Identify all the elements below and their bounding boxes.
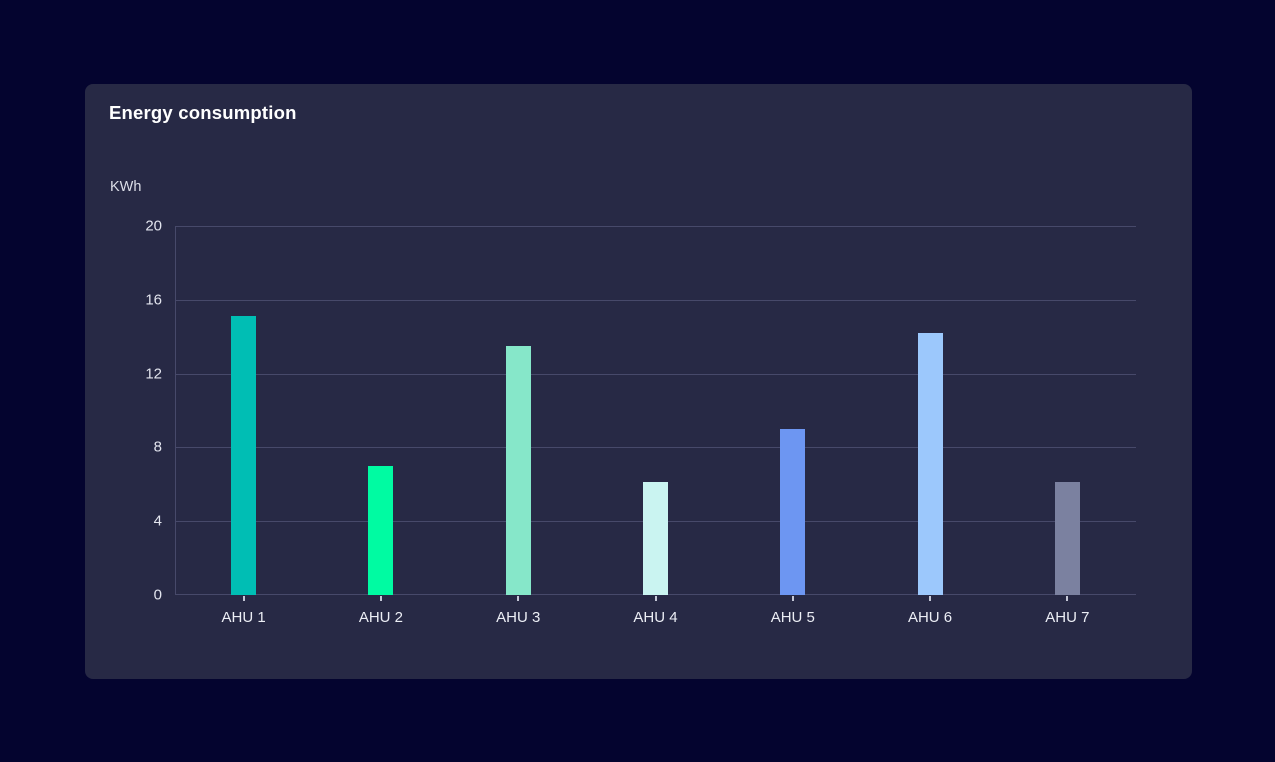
y-axis-label-0: 0: [153, 586, 162, 604]
x-axis-tick-2: [379, 596, 382, 601]
x-axis-label-4: AHU 4: [633, 609, 678, 626]
x-axis-label-1: AHU 1: [221, 609, 266, 626]
x-axis-label-7: AHU 7: [1045, 609, 1090, 626]
bar-ahu-3[interactable]: [505, 345, 531, 595]
x-axis-tick-6: [929, 596, 932, 601]
x-axis-label-3: AHU 3: [496, 609, 541, 626]
y-axis-label-12: 12: [145, 365, 162, 383]
bar-ahu-4[interactable]: [643, 482, 668, 595]
card-title: Energy consumption: [109, 102, 297, 123]
x-axis-label-5: AHU 5: [770, 609, 815, 626]
energy-consumption-card: Energy consumption KWh 0 4 8 12 16 20 AHU 1 AHU…: [85, 84, 1192, 679]
x-axis-label-6: AHU 6: [907, 609, 953, 626]
x-axis-tick-7: [1066, 596, 1069, 601]
y-axis-label-4: 4: [153, 512, 162, 530]
x-axis-tick-1: [242, 596, 245, 601]
gridline-y-20: [175, 226, 1136, 227]
x-axis-label-2: AHU 2: [358, 609, 404, 626]
y-axis-label-8: 8: [153, 438, 162, 456]
bar-ahu-1[interactable]: [231, 316, 257, 595]
bar-ahu-7[interactable]: [1054, 482, 1080, 595]
y-axis-label-16: 16: [145, 291, 162, 309]
x-axis-tick-4: [654, 596, 657, 601]
gridline-y-12: [175, 373, 1136, 375]
x-axis-tick-5: [791, 596, 794, 601]
gridline-y-16: [175, 299, 1136, 301]
bar-ahu-2[interactable]: [368, 465, 394, 595]
bar-ahu-5[interactable]: [780, 428, 806, 595]
y-axis-unit-label: KWh: [110, 179, 142, 195]
gridline-y-8: [175, 447, 1136, 449]
bar-ahu-6[interactable]: [917, 333, 943, 595]
bar-chart-plot-area: 0 4 8 12 16 20 AHU 1 AHU 2 AHU 3 AHU 4 AHU 5 AHU 6 A…: [145, 219, 1136, 626]
y-axis-label-20: 20: [145, 217, 162, 235]
y-axis-line: [175, 226, 176, 595]
x-axis-tick-3: [517, 596, 520, 601]
